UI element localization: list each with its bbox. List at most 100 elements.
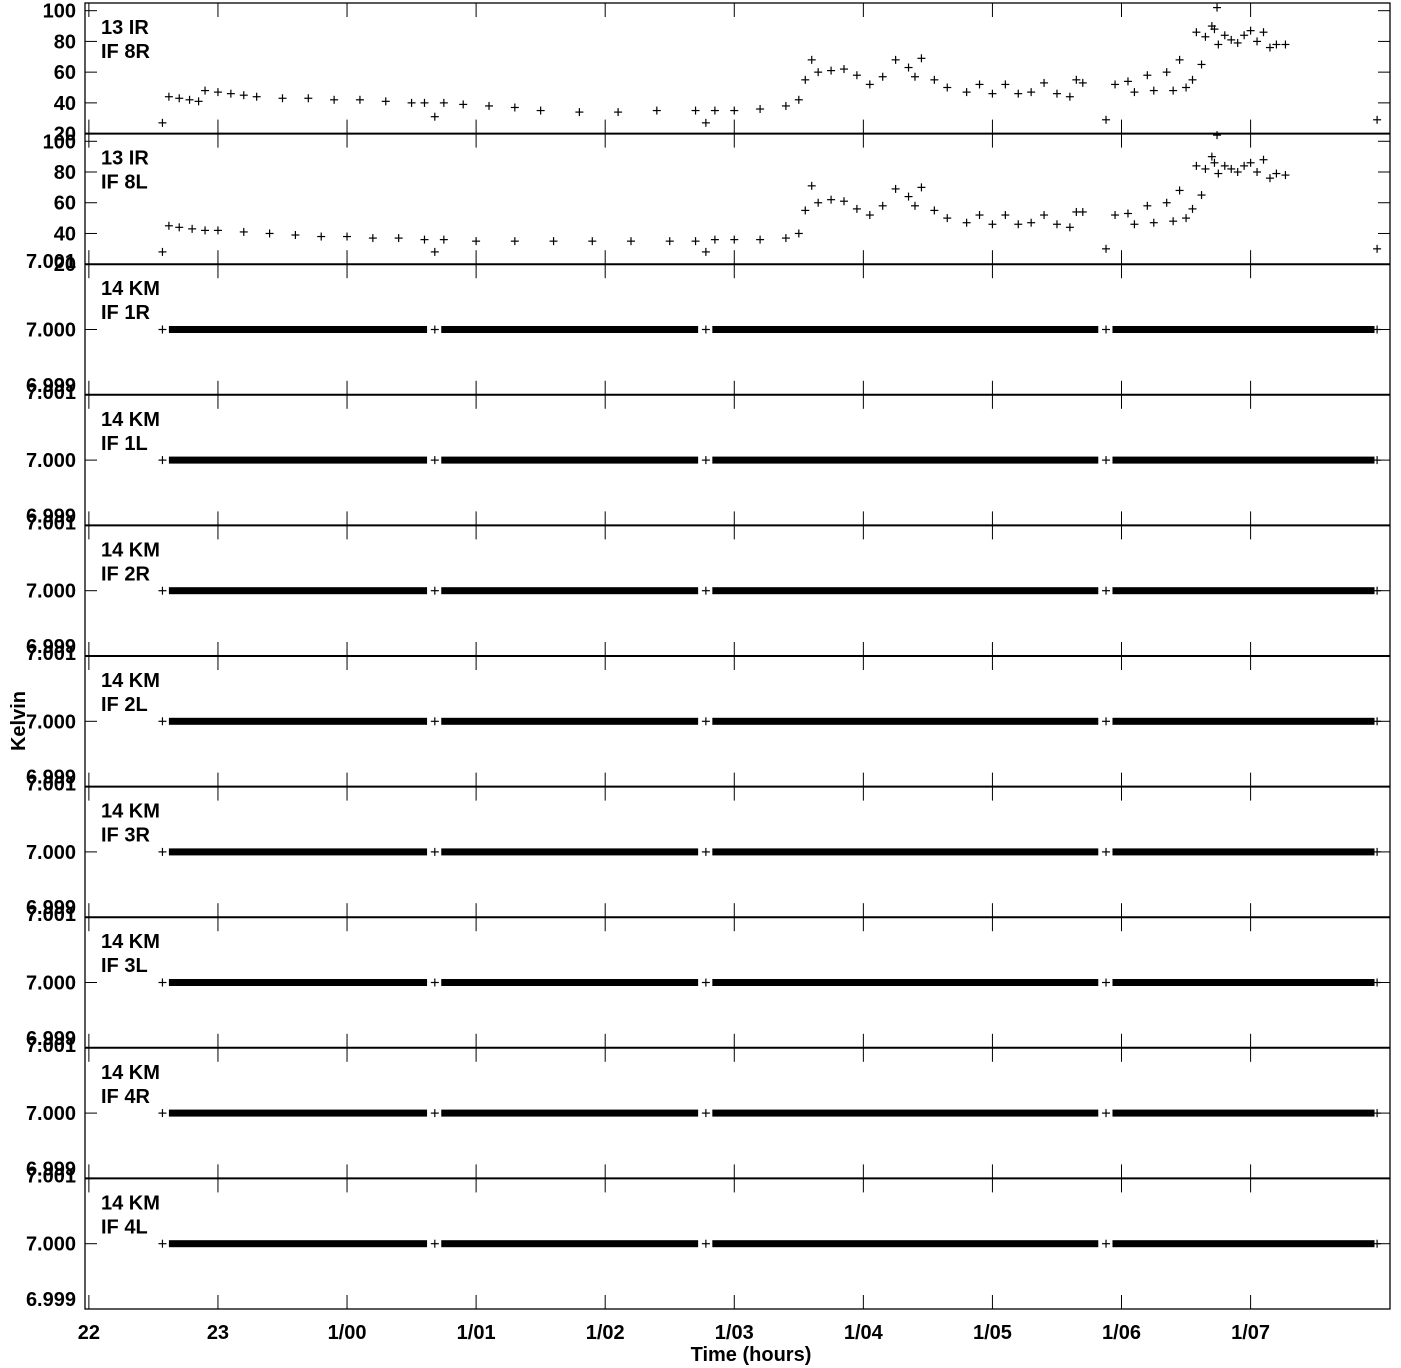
- x-tick-label: 1/07: [1231, 1322, 1270, 1344]
- panel-label-station: 14 KM: [101, 670, 160, 692]
- data-point-run: [168, 326, 428, 333]
- data-point: [1220, 31, 1229, 40]
- data-point: [988, 220, 997, 229]
- panel-label-if: IF 4L: [101, 1216, 148, 1238]
- data-point: [252, 92, 261, 101]
- data-point: [794, 95, 803, 104]
- data-point: [1130, 220, 1139, 229]
- data-point: [1182, 214, 1191, 223]
- y-tick-label: 40: [54, 93, 76, 115]
- data-point: [917, 183, 926, 192]
- data-point: [827, 66, 836, 75]
- data-point: [1272, 40, 1281, 49]
- data-point: [194, 97, 203, 106]
- data-point: [756, 235, 765, 244]
- data-point: [1373, 115, 1382, 124]
- panel-label-if: IF 3L: [101, 955, 148, 977]
- data-point-run: [1112, 1109, 1375, 1117]
- data-point: [852, 71, 861, 80]
- data-point: [472, 237, 481, 246]
- panel-label-station: 14 KM: [101, 278, 160, 300]
- panel-label-if: IF 2L: [101, 694, 148, 716]
- data-point: [1175, 55, 1184, 64]
- data-point: [175, 94, 184, 103]
- data-point: [430, 247, 439, 256]
- data-point: [1210, 158, 1219, 167]
- data-point: [1188, 204, 1197, 213]
- data-point: [430, 586, 439, 595]
- data-point: [430, 112, 439, 121]
- data-point: [904, 192, 913, 201]
- y-tick-label: 80: [54, 31, 76, 53]
- data-point: [730, 235, 739, 244]
- panel-label-station: 14 KM: [101, 539, 160, 561]
- x-axis: 22 23 1/00 1/01 1/02 1/03 1/04 1/05 1/06 1/07: [78, 1322, 1270, 1344]
- y-tick-label: 7.000: [26, 1103, 76, 1125]
- data-point: [701, 1109, 710, 1118]
- y-tick-label: 7.001: [26, 251, 76, 273]
- series-points: [158, 717, 1382, 726]
- data-point: [226, 89, 235, 98]
- y-tick-label: 7.000: [26, 842, 76, 864]
- data-point: [962, 88, 971, 97]
- y-tick-label: 6.999: [26, 636, 76, 658]
- data-point: [930, 206, 939, 215]
- y-tick-label: 100: [43, 1, 76, 23]
- data-point: [1111, 211, 1120, 220]
- data-point: [158, 847, 167, 856]
- panel-label-if: IF 1L: [101, 433, 148, 455]
- data-point: [1014, 89, 1023, 98]
- data-point: [158, 456, 167, 465]
- y-tick-label: 7.001: [26, 643, 76, 665]
- data-point: [904, 63, 913, 72]
- data-point: [439, 235, 448, 244]
- data-point: [1197, 191, 1206, 200]
- data-point: [1102, 978, 1111, 987]
- data-point-run: [441, 848, 699, 856]
- data-point: [1246, 158, 1255, 167]
- data-point: [1102, 115, 1111, 124]
- data-point: [164, 221, 173, 230]
- y-tick-label: 80: [54, 162, 76, 184]
- panel-label-station: 14 KM: [101, 801, 160, 823]
- data-point: [814, 68, 823, 77]
- y-tick-label: 7.000: [26, 973, 76, 995]
- panel-label-station: 13 IR: [101, 148, 149, 170]
- data-point: [549, 237, 558, 246]
- x-tick-label: 1/01: [457, 1322, 496, 1344]
- data-point: [627, 237, 636, 246]
- data-point: [1052, 220, 1061, 229]
- data-point-run: [712, 587, 1099, 595]
- data-point: [1149, 86, 1158, 95]
- data-point: [1169, 217, 1178, 226]
- data-point: [304, 94, 313, 103]
- data-point: [852, 204, 861, 213]
- data-point: [1259, 155, 1268, 164]
- data-point: [536, 106, 545, 115]
- data-point: [807, 55, 816, 64]
- data-point: [1130, 88, 1139, 97]
- data-point: [1027, 218, 1036, 227]
- data-point: [1182, 83, 1191, 92]
- data-point: [962, 218, 971, 227]
- data-point: [1373, 717, 1382, 726]
- y-tick-label: 40: [54, 223, 76, 245]
- data-point: [1027, 88, 1036, 97]
- data-point: [1102, 456, 1111, 465]
- data-point: [1102, 244, 1111, 253]
- data-point-run: [1112, 587, 1375, 595]
- data-point: [381, 97, 390, 106]
- data-point: [1188, 75, 1197, 84]
- data-point: [485, 101, 494, 110]
- data-point: [781, 101, 790, 110]
- data-point: [1213, 131, 1222, 140]
- data-point: [1373, 847, 1382, 856]
- series-points: [158, 978, 1382, 987]
- x-tick-label: 1/06: [1102, 1322, 1141, 1344]
- data-point-run: [441, 326, 699, 333]
- data-point: [975, 211, 984, 220]
- y-tick-label: 6.999: [26, 897, 76, 919]
- data-point: [1214, 40, 1223, 49]
